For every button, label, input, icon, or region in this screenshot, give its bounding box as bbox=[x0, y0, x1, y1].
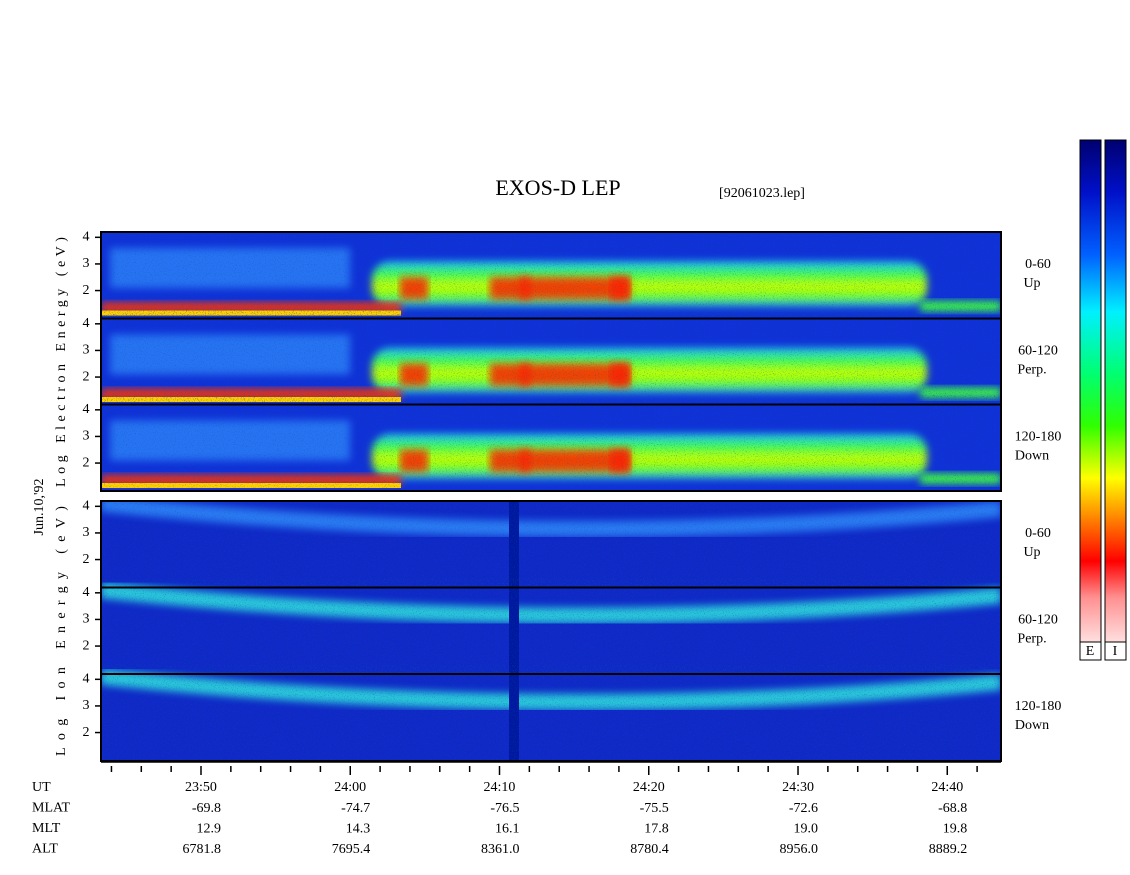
noise bbox=[101, 501, 1001, 588]
y-tick-label: 4 bbox=[83, 230, 90, 245]
noise bbox=[101, 404, 1001, 491]
ephemeris-label: MLT bbox=[32, 821, 61, 836]
x-tick-label: 23:50 bbox=[185, 780, 217, 795]
ephemeris-value: -74.7 bbox=[341, 801, 370, 816]
panel-angle: 120-180 bbox=[1015, 699, 1062, 714]
ephemeris-label: MLAT bbox=[32, 801, 71, 816]
y-tick-label: 4 bbox=[83, 402, 90, 417]
ion-frame bbox=[100, 500, 1002, 762]
y-tick-label: 4 bbox=[83, 672, 90, 687]
panel-direction: Up bbox=[1023, 276, 1040, 291]
ephemeris-value: 7695.4 bbox=[332, 842, 371, 857]
ephemeris-value: 6781.8 bbox=[183, 842, 222, 857]
ephemeris-label: UT bbox=[32, 780, 51, 795]
x-tick-label: 24:20 bbox=[633, 780, 665, 795]
y-tick-label: 2 bbox=[83, 725, 90, 740]
y-tick-label: 2 bbox=[83, 283, 90, 298]
colorbar-label: E bbox=[1086, 644, 1095, 659]
electron-spectrogram bbox=[101, 232, 1001, 491]
noise bbox=[101, 318, 1001, 405]
ephemeris-value: -69.8 bbox=[192, 801, 221, 816]
y-tick-label: 4 bbox=[83, 499, 90, 514]
colorbar-e bbox=[1079, 139, 1102, 661]
ephemeris-value: -68.8 bbox=[938, 801, 967, 816]
y-tick-label: 3 bbox=[83, 256, 90, 271]
panel-direction: Down bbox=[1015, 449, 1049, 464]
y-tick-label: 3 bbox=[83, 698, 90, 713]
ephemeris-value: 12.9 bbox=[197, 822, 222, 837]
panel-direction: Perp. bbox=[1017, 363, 1046, 378]
noise bbox=[101, 674, 1001, 761]
y-tick-label: 3 bbox=[83, 343, 90, 358]
noise bbox=[101, 232, 1001, 319]
colorbar-label: I bbox=[1113, 644, 1118, 659]
ephemeris-value: 8780.4 bbox=[630, 842, 669, 857]
ephemeris-value: -72.6 bbox=[789, 801, 818, 816]
panel-angle: 0-60 bbox=[1025, 526, 1051, 541]
y-tick-label: 4 bbox=[83, 585, 90, 600]
colorbar-i bbox=[1104, 139, 1127, 661]
panel-angle: 120-180 bbox=[1015, 430, 1062, 445]
panel-angle: 60-120 bbox=[1018, 344, 1058, 359]
file-name: [92061023.lep] bbox=[719, 186, 805, 201]
ion-spectrogram bbox=[101, 501, 1001, 761]
ephemeris-label: ALT bbox=[32, 842, 58, 857]
y-tick-label: 3 bbox=[83, 429, 90, 444]
y-tick-label: 2 bbox=[83, 455, 90, 470]
y-tick-label: 2 bbox=[83, 369, 90, 384]
ephemeris-value: 17.8 bbox=[644, 822, 669, 837]
y-tick-label: 2 bbox=[83, 638, 90, 653]
ephemeris-value: 8956.0 bbox=[780, 842, 819, 857]
ephemeris-value: 19.0 bbox=[794, 822, 819, 837]
x-tick-label: 24:00 bbox=[334, 780, 366, 795]
x-tick-label: 24:10 bbox=[484, 780, 516, 795]
panel-angle: 0-60 bbox=[1025, 257, 1051, 272]
ephemeris-value: 8889.2 bbox=[929, 842, 968, 857]
y-tick-label: 4 bbox=[83, 316, 90, 331]
ephemeris-value: 16.1 bbox=[495, 822, 520, 837]
y-tick-label: 3 bbox=[83, 525, 90, 540]
electron-frame bbox=[100, 231, 1002, 492]
ephemeris-value: 14.3 bbox=[346, 822, 371, 837]
date: Jun.10,'92 bbox=[32, 479, 47, 536]
panel-angle: 60-120 bbox=[1018, 613, 1058, 628]
title: EXOS-D LEP bbox=[495, 175, 620, 200]
x-tick-label: 24:40 bbox=[931, 780, 963, 795]
ephemeris-value: -76.5 bbox=[490, 801, 519, 816]
ion-ylabel: Log Ion Energy (eV) bbox=[54, 506, 69, 756]
ephemeris-value: -75.5 bbox=[640, 801, 669, 816]
ephemeris-value: 19.8 bbox=[943, 822, 968, 837]
y-tick-label: 3 bbox=[83, 612, 90, 627]
y-tick-label: 2 bbox=[83, 552, 90, 567]
panel-direction: Down bbox=[1015, 718, 1049, 733]
colorbar-box bbox=[1079, 641, 1102, 661]
electron-ylabel: Log Electron Energy (eV) bbox=[54, 237, 69, 487]
ephemeris-value: 8361.0 bbox=[481, 842, 520, 857]
panel-direction: Up bbox=[1023, 545, 1040, 560]
x-tick-label: 24:30 bbox=[782, 780, 814, 795]
noise bbox=[101, 587, 1001, 674]
panel-direction: Perp. bbox=[1017, 632, 1046, 647]
colorbar-box bbox=[1104, 641, 1127, 661]
